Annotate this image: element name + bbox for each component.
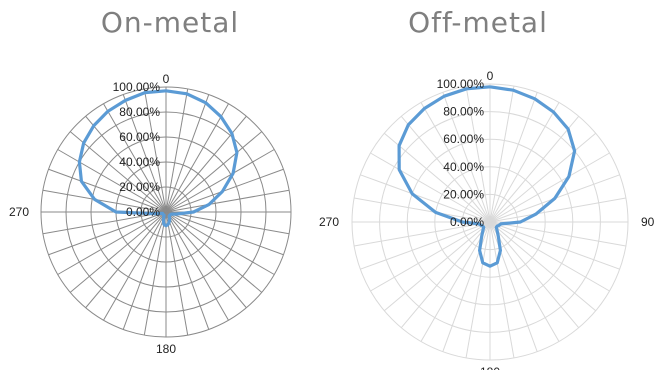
grid-spoke	[489, 221, 626, 247]
radial-tick-label: 80.00%	[443, 105, 484, 119]
grid-spoke	[489, 152, 610, 223]
grid-spoke	[165, 103, 229, 213]
grid-spoke	[165, 211, 189, 336]
grid-spoke	[370, 152, 491, 223]
grid-spoke	[354, 197, 491, 223]
grid-spoke	[489, 92, 538, 223]
chart-title-on-metal: On-metal	[100, 6, 240, 39]
grid-spoke	[103, 103, 167, 213]
radial-tick-label: 40.00%	[443, 160, 484, 174]
grid-spoke	[489, 102, 560, 223]
grid-spoke	[165, 149, 275, 213]
grid-spoke	[48, 211, 167, 256]
grid-spoke	[165, 211, 275, 275]
radial-tick-label: 60.00%	[119, 130, 160, 144]
grid-spoke	[122, 211, 167, 330]
grid-spoke	[85, 211, 167, 309]
grid-spoke	[383, 221, 491, 312]
grid-spoke	[122, 94, 167, 213]
grid-spoke	[489, 221, 560, 342]
grid-spoke	[465, 86, 491, 223]
grid-spoke	[143, 211, 167, 336]
grid-spoke	[165, 189, 290, 213]
grid-spoke	[354, 221, 491, 247]
angle-label-0: 0	[163, 72, 170, 86]
grid-spoke	[420, 221, 491, 342]
grid-spoke	[489, 197, 626, 223]
grid-spoke	[489, 221, 610, 292]
grid-spoke	[165, 88, 189, 213]
grid-spoke	[165, 131, 263, 213]
grid-spoke	[489, 221, 597, 312]
grid-spoke	[489, 221, 620, 270]
grid-spoke	[165, 211, 210, 330]
grid-spoke	[57, 211, 167, 275]
series-line	[77, 89, 239, 228]
radial-tick-label: 0.00%	[126, 205, 160, 219]
grid-spoke	[360, 174, 491, 223]
grid-spoke	[420, 102, 491, 223]
grid-spoke	[165, 211, 284, 256]
grid-spoke	[42, 211, 167, 235]
radial-tick-label: 0.00%	[450, 215, 484, 229]
grid-spoke	[383, 132, 491, 223]
radial-tick-label: 60.00%	[443, 132, 484, 146]
chart-title-off-metal: Off-metal	[408, 6, 548, 39]
grid-spoke	[489, 221, 580, 329]
grid-spoke	[103, 211, 167, 321]
angle-label-270: 270	[319, 215, 339, 229]
grid-spoke	[165, 94, 210, 213]
grid-spoke	[42, 189, 167, 213]
grid-spoke	[489, 86, 515, 223]
grid-spoke	[165, 211, 247, 309]
grid-spoke	[489, 132, 597, 223]
grid-spoke	[69, 211, 167, 293]
angle-label-90: 90	[641, 215, 655, 229]
radial-tick-label: 100.00%	[437, 77, 485, 91]
grid-spoke	[143, 88, 167, 213]
grid-spoke	[442, 92, 491, 223]
angle-label-180: 180	[156, 342, 176, 356]
grid-spoke	[360, 221, 491, 270]
radial-tick-label: 20.00%	[443, 187, 484, 201]
grid-spoke	[489, 221, 515, 358]
grid-spoke	[165, 211, 229, 321]
grid-spoke	[85, 115, 167, 213]
radial-tick-label: 100.00%	[113, 80, 161, 94]
angle-label-180: 180	[480, 365, 500, 370]
grid-spoke	[48, 168, 167, 213]
grid-spoke	[165, 211, 290, 235]
radial-tick-label: 40.00%	[119, 155, 160, 169]
angle-label-270: 270	[9, 205, 29, 219]
radial-tick-label: 20.00%	[119, 180, 160, 194]
grid-spoke	[370, 221, 491, 292]
grid-spoke	[69, 131, 167, 213]
radial-tick-label: 80.00%	[119, 105, 160, 119]
grid-spoke	[165, 211, 263, 293]
angle-label-0: 0	[487, 69, 494, 83]
grid-spoke	[400, 221, 491, 329]
grid-spoke	[400, 115, 491, 223]
grid-spoke	[57, 149, 167, 213]
series-line	[397, 85, 577, 268]
grid-spoke	[465, 221, 491, 358]
grid-spoke	[489, 115, 580, 223]
